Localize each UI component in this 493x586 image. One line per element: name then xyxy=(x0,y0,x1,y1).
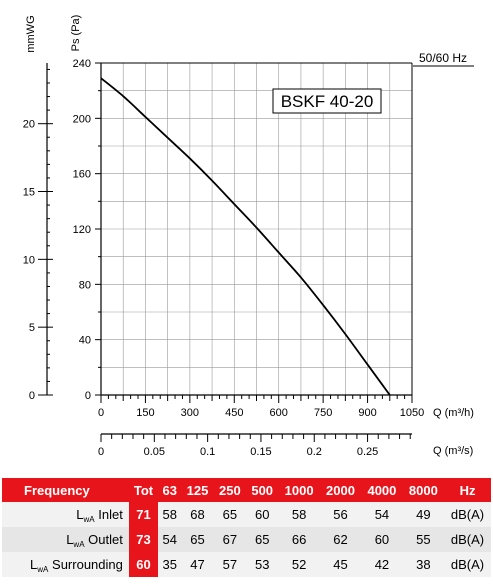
table-row-outlet: LwA Outlet 73 54 65 67 65 66 62 60 55 dB… xyxy=(2,527,491,552)
table-row-surrounding: LwA Surrounding 60 35 47 57 53 52 45 42 … xyxy=(2,552,491,577)
fan-curve-line xyxy=(100,77,391,396)
value-cell: 65 xyxy=(246,527,279,552)
m3s-tick-label: 0 xyxy=(98,446,104,458)
y-tick-label: 0 xyxy=(85,390,91,402)
frequency-header: Frequency xyxy=(2,478,129,502)
band-header: 63 xyxy=(158,478,182,502)
tot-cell: 73 xyxy=(128,527,159,552)
y-tick-label: 200 xyxy=(73,113,91,125)
value-cell: 66 xyxy=(278,527,320,552)
band-header: 4000 xyxy=(361,478,403,502)
value-cell: 57 xyxy=(213,552,247,577)
mmwg-tick-label: 0 xyxy=(29,390,35,402)
y-tick-label: 240 xyxy=(73,58,91,70)
y-tick-label: 120 xyxy=(73,224,91,236)
value-cell: 53 xyxy=(246,552,279,577)
row-label: LwA Inlet xyxy=(2,502,129,527)
m3s-tick-label: 0.2 xyxy=(307,446,322,458)
m3s-tick-label: 0.05 xyxy=(144,446,165,458)
x-tick-label: 150 xyxy=(136,407,154,419)
m3s-tick-label: 0.15 xyxy=(250,446,271,458)
x-tick-label: 600 xyxy=(270,407,288,419)
frequency-note: 50/60 Hz xyxy=(419,51,467,65)
value-cell: 58 xyxy=(278,502,320,527)
band-header: 125 xyxy=(181,478,214,502)
x-axis-label: Q (m³/h) xyxy=(433,407,474,419)
tot-cell: 71 xyxy=(128,502,159,527)
x-tick-label: 900 xyxy=(358,407,376,419)
x-tick-label: 1050 xyxy=(400,407,424,419)
row-label: LwA Outlet xyxy=(2,527,129,552)
band-header: 250 xyxy=(213,478,247,502)
sound-power-table: Frequency Tot 63 125 250 500 1000 2000 4… xyxy=(2,478,491,577)
mmwg-tick-label: 10 xyxy=(23,254,35,266)
mmwg-tick-label: 5 xyxy=(29,322,35,334)
frequency-header-row: Frequency Tot 63 125 250 500 1000 2000 4… xyxy=(2,478,491,502)
y-tick-label: 80 xyxy=(79,279,91,291)
y-tick-label: 160 xyxy=(73,169,91,181)
value-cell: 67 xyxy=(213,527,247,552)
value-cell: 49 xyxy=(402,502,445,527)
value-cell: 35 xyxy=(158,552,182,577)
value-cell: 56 xyxy=(319,502,362,527)
pa-axis-label: Ps (Pa) xyxy=(70,15,82,52)
m3s-tick-label: 0.1 xyxy=(200,446,215,458)
y-tick-label: 40 xyxy=(79,335,91,347)
x-tick-label: 300 xyxy=(181,407,199,419)
unit-cell: dB(A) xyxy=(444,527,491,552)
mmwg-tick-label: 15 xyxy=(23,187,35,199)
model-label: BSKF 40-20 xyxy=(281,92,374,111)
x-tick-label: 750 xyxy=(314,407,332,419)
tot-header: Tot xyxy=(128,478,159,502)
value-cell: 68 xyxy=(181,502,214,527)
value-cell: 38 xyxy=(402,552,445,577)
x2-axis-label: Q (m³/s) xyxy=(433,445,473,457)
value-cell: 62 xyxy=(319,527,362,552)
value-cell: 42 xyxy=(361,552,403,577)
x-tick-label: 450 xyxy=(225,407,243,419)
unit-cell: dB(A) xyxy=(444,552,491,577)
mmwg-tick-label: 20 xyxy=(23,119,35,131)
value-cell: 65 xyxy=(181,527,214,552)
x-tick-label: 0 xyxy=(98,407,104,419)
tot-cell: 60 xyxy=(128,552,159,577)
unit-header: Hz xyxy=(444,478,491,502)
m3s-tick-label: 0.25 xyxy=(357,446,378,458)
table-row-inlet: LwA Inlet 71 58 68 65 60 58 56 54 49 dB(… xyxy=(2,502,491,527)
model-label-box xyxy=(272,88,382,114)
band-header: 500 xyxy=(246,478,279,502)
value-cell: 60 xyxy=(361,527,403,552)
value-cell: 54 xyxy=(361,502,403,527)
value-cell: 60 xyxy=(246,502,279,527)
mmwg-axis-label: mmWG xyxy=(25,15,37,52)
band-header: 1000 xyxy=(278,478,320,502)
value-cell: 54 xyxy=(158,527,182,552)
value-cell: 55 xyxy=(402,527,445,552)
unit-cell: dB(A) xyxy=(444,502,491,527)
value-cell: 47 xyxy=(181,552,214,577)
value-cell: 45 xyxy=(319,552,362,577)
band-header: 2000 xyxy=(319,478,362,502)
value-cell: 58 xyxy=(158,502,182,527)
row-label: LwA Surrounding xyxy=(2,552,129,577)
band-header: 8000 xyxy=(402,478,445,502)
value-cell: 65 xyxy=(213,502,247,527)
value-cell: 52 xyxy=(278,552,320,577)
